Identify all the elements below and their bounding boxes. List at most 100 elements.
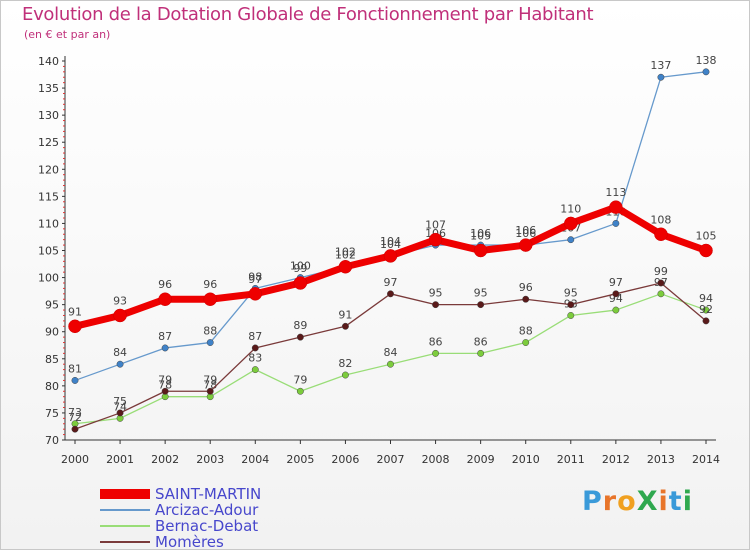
data-label: 104 (380, 235, 401, 248)
data-label: 97 (609, 276, 623, 289)
y-tick-label: 85 (45, 353, 59, 366)
x-tick-label: 2004 (241, 453, 269, 466)
y-tick-label: 140 (38, 55, 59, 68)
data-label: 113 (605, 186, 626, 199)
data-label: 75 (113, 395, 127, 408)
legend-swatch (100, 489, 150, 499)
x-tick-label: 2008 (422, 453, 450, 466)
data-label: 82 (338, 357, 352, 370)
data-label: 81 (68, 362, 82, 375)
data-point (161, 387, 169, 395)
x-tick-label: 2010 (512, 453, 540, 466)
x-tick-label: 2000 (61, 453, 89, 466)
data-point (567, 312, 575, 319)
data-label: 106 (515, 227, 536, 240)
data-label: 99 (293, 262, 307, 275)
data-label: 102 (335, 246, 356, 259)
x-tick-label: 2005 (286, 453, 314, 466)
x-tick-label: 2009 (467, 453, 495, 466)
x-tick-label: 2007 (377, 453, 405, 466)
data-label: 74 (113, 400, 127, 413)
data-label: 97 (248, 273, 262, 286)
data-label: 87 (248, 330, 262, 343)
data-point (657, 279, 665, 287)
data-label: 84 (384, 346, 398, 359)
y-tick-label: 105 (38, 245, 59, 258)
y-tick-label: 115 (38, 190, 59, 203)
y-tick-label: 120 (38, 163, 59, 176)
data-point (522, 339, 530, 346)
data-point (387, 360, 394, 368)
legend-label: Bernac-Debat (155, 517, 259, 535)
data-label: 79 (203, 373, 217, 386)
data-label: 86 (429, 335, 443, 348)
logo-letter: o (617, 486, 637, 517)
y-tick-label: 110 (38, 217, 59, 230)
x-tick-label: 2006 (331, 453, 359, 466)
legend-item: Bernac-Debat (100, 517, 300, 535)
logo-letter: i (658, 486, 669, 517)
legend-item: SAINT-MARTIN (100, 485, 300, 503)
data-point (158, 292, 172, 306)
data-point (477, 349, 485, 357)
data-label: 98 (248, 270, 262, 283)
x-tick-label: 2003 (196, 453, 224, 466)
data-label: 84 (113, 346, 127, 359)
logo-letter: r (602, 486, 618, 517)
y-tick-label: 80 (45, 380, 59, 393)
data-point (473, 243, 488, 258)
data-label: 95 (474, 287, 488, 300)
data-point (251, 366, 259, 374)
data-point (71, 376, 79, 384)
data-point (702, 306, 710, 314)
data-point (206, 387, 214, 395)
x-tick-label: 2011 (557, 453, 585, 466)
x-tick-label: 2013 (647, 453, 675, 466)
data-label: 104 (380, 238, 401, 251)
data-point (341, 371, 349, 379)
data-point (432, 301, 440, 309)
data-point (161, 344, 169, 352)
legend-label: Arcizac-Adour (155, 501, 259, 519)
data-label: 137 (650, 59, 671, 72)
data-point (657, 73, 665, 81)
data-point (432, 349, 440, 357)
x-tick-label: 2001 (106, 453, 134, 466)
data-label: 87 (158, 330, 172, 343)
data-label: 86 (474, 335, 488, 348)
data-point (68, 319, 82, 334)
data-label: 138 (696, 54, 717, 67)
data-point (567, 301, 575, 309)
y-tick-label: 90 (45, 326, 59, 339)
data-point (203, 292, 217, 306)
data-point (116, 409, 124, 417)
data-label: 92 (699, 303, 713, 316)
data-point (428, 232, 443, 247)
data-label: 96 (203, 278, 217, 291)
data-label: 105 (696, 230, 717, 243)
data-point (702, 68, 710, 76)
data-label: 102 (335, 249, 356, 262)
data-label: 79 (158, 373, 172, 386)
data-label: 96 (519, 281, 533, 294)
legend: SAINT-MARTIN Arcizac-Adour Bernac-Debat Mom… (100, 485, 300, 551)
logo-letter: t (668, 486, 683, 517)
data-point (113, 308, 127, 323)
data-label: 89 (293, 319, 307, 332)
logo-letter: X (636, 486, 659, 517)
data-point (518, 238, 533, 252)
data-point (654, 227, 668, 242)
data-point (612, 306, 620, 314)
data-label: 91 (338, 308, 352, 321)
legend-label: SAINT-MARTIN (155, 485, 262, 503)
data-point (71, 425, 79, 433)
logo-letter: i (682, 486, 693, 517)
data-point (338, 259, 353, 274)
x-tick-label: 2002 (151, 453, 179, 466)
y-tick-label: 75 (45, 407, 59, 420)
data-label: 107 (425, 219, 446, 232)
data-label: 73 (68, 406, 82, 419)
legend-swatch (100, 541, 150, 543)
data-point (248, 287, 263, 301)
